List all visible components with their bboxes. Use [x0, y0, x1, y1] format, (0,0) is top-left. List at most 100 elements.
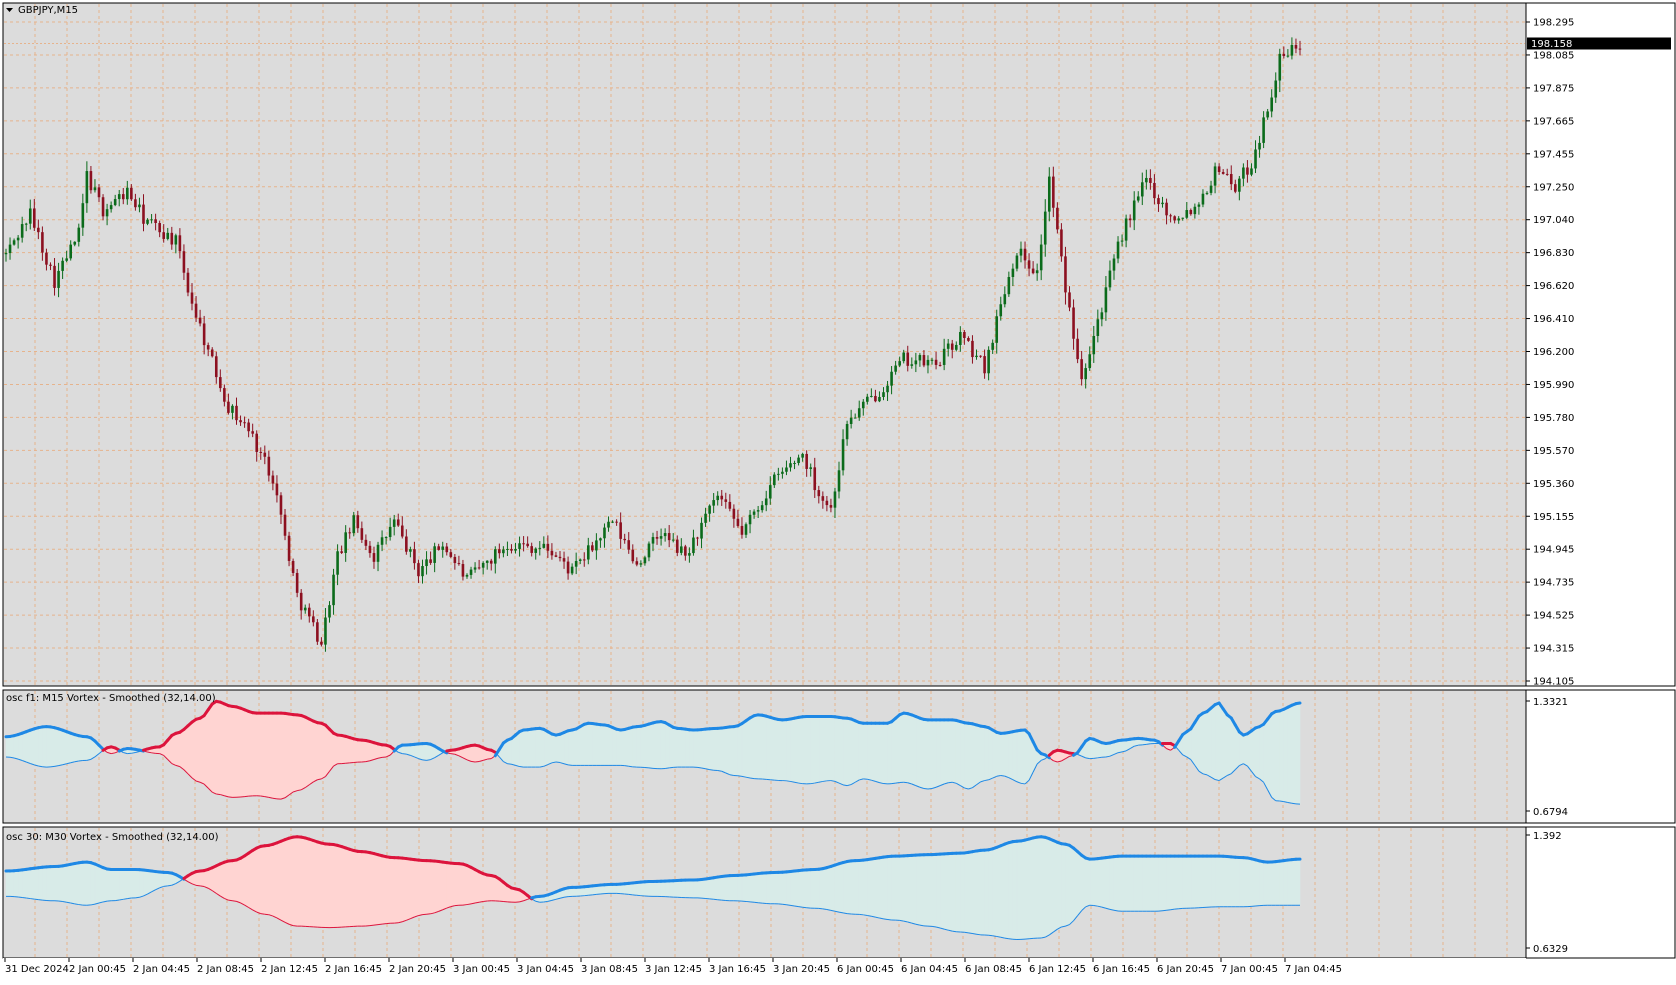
- osc-fill-segment: [265, 845, 269, 914]
- osc-fill-segment: [807, 717, 811, 784]
- candle-body: [324, 618, 327, 645]
- candle-body: [587, 545, 590, 559]
- candle-body: [1129, 219, 1132, 221]
- osc-fill-segment: [714, 877, 718, 900]
- candle-body: [191, 293, 194, 304]
- candle-body: [886, 386, 889, 393]
- osc-fill-segment: [414, 744, 418, 759]
- osc-fill-segment: [746, 718, 750, 778]
- osc-fill-segment: [637, 726, 641, 767]
- osc-fill-segment: [993, 847, 997, 936]
- osc-fill-segment: [815, 717, 819, 784]
- osc-thin-segment: [952, 931, 956, 932]
- osc-fill-segment: [386, 857, 390, 924]
- osc-fill-segment: [1296, 859, 1300, 905]
- osc-fill-segment: [18, 733, 22, 760]
- candle-body: [389, 527, 392, 537]
- osc-fill-segment: [936, 854, 940, 928]
- osc-thin-segment: [79, 905, 83, 906]
- osc-fill-segment: [714, 728, 718, 770]
- osc-fill-segment: [677, 728, 681, 767]
- candle-body: [676, 540, 679, 553]
- osc-fill-segment: [451, 863, 455, 907]
- candle-body: [1088, 354, 1091, 368]
- osc-fill-segment: [1264, 862, 1268, 906]
- candle-body: [595, 540, 598, 550]
- osc-fill-segment: [920, 855, 924, 926]
- osc-fill-segment: [799, 717, 803, 784]
- osc-fill-segment: [738, 875, 742, 901]
- osc-fill-segment: [346, 736, 350, 763]
- osc-fill-segment: [487, 875, 491, 901]
- osc-fill-segment: [665, 881, 669, 897]
- osc-thin-segment: [920, 925, 924, 926]
- osc-fill-segment: [815, 869, 819, 908]
- candle-body: [1052, 177, 1055, 208]
- osc-fill-segment: [87, 737, 91, 761]
- osc-fill-segment: [528, 729, 532, 767]
- osc-fill-segment: [75, 735, 79, 762]
- candle-body: [826, 501, 829, 505]
- candle-body: [834, 491, 837, 507]
- osc-fill-segment: [928, 720, 932, 789]
- osc-fill-segment: [1247, 858, 1251, 907]
- osc-fill-segment: [87, 862, 91, 905]
- osc-fill-segment: [1276, 711, 1280, 801]
- candle-body: [276, 484, 279, 496]
- osc-fill-segment: [46, 727, 50, 767]
- osc-fill-segment: [241, 856, 245, 905]
- osc-fill-segment: [1280, 861, 1284, 906]
- candle-body: [963, 332, 966, 338]
- osc-fill-segment: [972, 851, 976, 934]
- candle-body: [559, 557, 562, 558]
- price-tick-label: 197.040: [1533, 215, 1574, 226]
- osc-fill-segment: [6, 736, 10, 757]
- osc-fill-segment: [212, 701, 216, 794]
- candle-body: [1242, 167, 1245, 178]
- candle-body: [939, 365, 942, 366]
- candle-body: [1113, 259, 1116, 271]
- osc-fill-segment: [1146, 856, 1150, 911]
- osc-fill-segment: [103, 868, 107, 902]
- candle-body: [377, 545, 380, 562]
- candle-body: [1295, 45, 1298, 49]
- osc-fill-segment: [997, 846, 1001, 938]
- osc-fill-segment: [730, 875, 734, 900]
- candle-body: [538, 548, 541, 549]
- osc-fill-segment: [1021, 840, 1025, 939]
- osc-fill-segment: [366, 852, 370, 926]
- osc-fill-segment: [143, 870, 147, 896]
- osc-thin-segment: [977, 934, 981, 935]
- osc-fill-segment: [1013, 841, 1017, 939]
- candle-body: [522, 543, 525, 544]
- osc-fill-segment: [609, 726, 613, 766]
- osc-thin-segment: [972, 934, 976, 935]
- osc-fill-segment: [30, 868, 34, 899]
- osc-thin-segment: [123, 899, 127, 900]
- candle-body: [785, 468, 788, 472]
- candle-body: [983, 356, 986, 373]
- osc-fill-segment: [42, 867, 46, 901]
- candle-body: [300, 593, 303, 610]
- osc-fill-segment: [297, 837, 301, 926]
- time-tick-label: 2 Jan 20:45: [389, 964, 446, 975]
- candle-body: [425, 559, 428, 566]
- price-tick-label: 195.990: [1533, 380, 1574, 391]
- candle-body: [1202, 194, 1205, 205]
- osc-thin-segment: [564, 897, 568, 898]
- osc-fill-segment: [63, 730, 67, 765]
- osc-fill-segment: [645, 724, 649, 768]
- price-pane[interactable]: 198.295198.085197.875197.665197.455197.2…: [3, 3, 1675, 688]
- osc-fill-segment: [289, 837, 293, 925]
- candle-body: [1076, 339, 1079, 359]
- candle-body: [623, 539, 626, 540]
- candle-body: [1283, 54, 1286, 56]
- osc-fill-segment: [204, 869, 208, 888]
- osc-fill-segment: [1126, 856, 1130, 911]
- candle-body: [631, 550, 634, 562]
- osc-fill-segment: [14, 735, 18, 760]
